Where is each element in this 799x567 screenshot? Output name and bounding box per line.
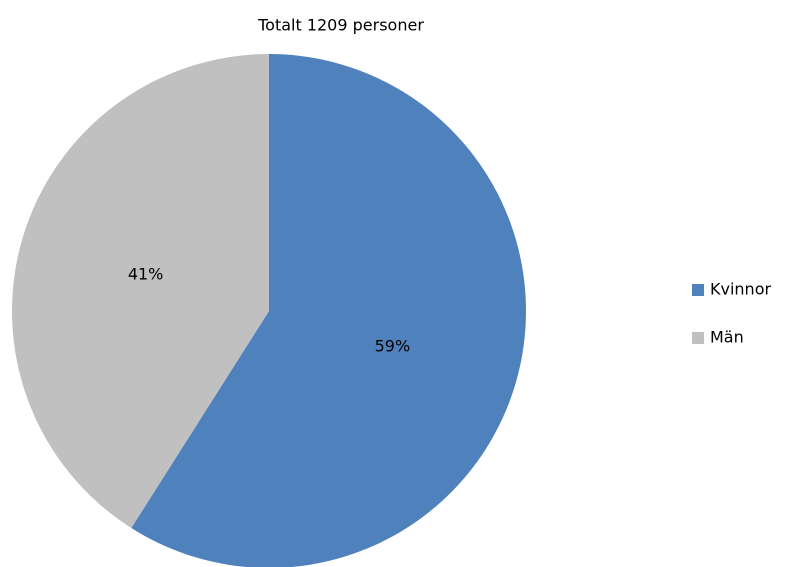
chart-title: Totalt 1209 personer bbox=[257, 16, 424, 35]
pie-slice bbox=[12, 54, 269, 528]
legend-label: Män bbox=[710, 328, 744, 347]
data-label: 41% bbox=[128, 265, 164, 284]
legend-swatch bbox=[692, 284, 704, 296]
legend-label: Kvinnor bbox=[710, 280, 771, 299]
pie-slice bbox=[131, 54, 526, 567]
data-label: 59% bbox=[375, 336, 411, 355]
legend-swatch bbox=[692, 332, 704, 344]
